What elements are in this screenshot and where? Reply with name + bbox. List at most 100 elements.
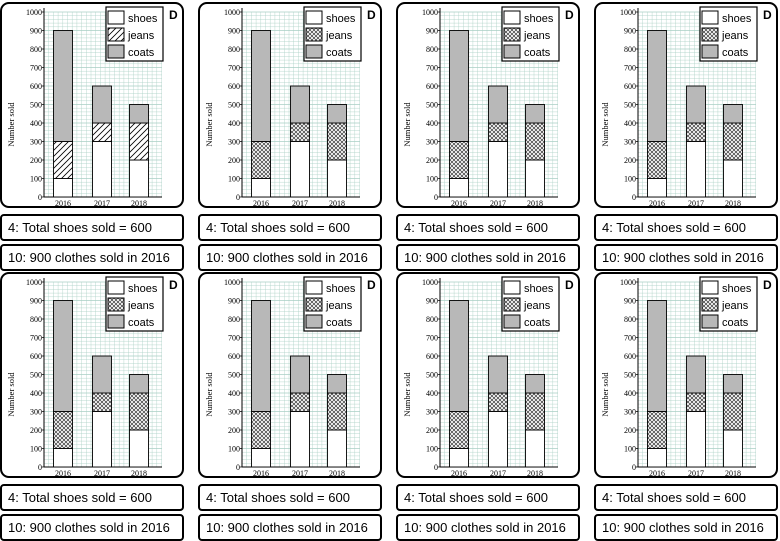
statement-clothes-2016: 10: 900 clothes sold in 2016 — [594, 514, 778, 541]
bar-segment-jeans-2017 — [686, 392, 706, 412]
legend-swatch-coats — [305, 44, 323, 59]
legend-swatch-shoes — [701, 10, 719, 25]
bar-segment-shoes-2017 — [290, 411, 310, 468]
chart-panel: 0 100 200 300 400 500 600 700 800 900 1000 Number s… — [594, 272, 778, 478]
chart-panel: 0 100 200 300 400 500 600 700 800 900 1000 Number s… — [0, 272, 184, 478]
bar-segment-shoes-2017 — [488, 141, 508, 198]
bar-segment-shoes-2017 — [92, 141, 112, 198]
bar-segment-shoes-2016 — [251, 178, 271, 198]
bar-segment-jeans-2018 — [129, 392, 149, 431]
y-tick-label: 600 — [624, 352, 636, 361]
legend-swatch-coats — [503, 44, 521, 59]
x-tick-label: 2018 — [527, 199, 543, 206]
x-tick-label: 2017 — [490, 469, 506, 476]
y-tick-label: 0 — [38, 463, 42, 472]
y-tick-label: 1000 — [620, 8, 636, 17]
y-tick-label: 1000 — [224, 278, 240, 287]
bar-segment-jeans-2016 — [647, 411, 667, 449]
x-tick-label: 2016 — [253, 469, 269, 476]
bar-segment-coats-2017 — [290, 355, 310, 394]
x-tick-label: 2017 — [292, 469, 308, 476]
bar-segment-coats-2016 — [53, 30, 73, 142]
bar-segment-coats-2018 — [327, 374, 347, 394]
y-tick-label: 400 — [30, 119, 42, 128]
y-tick-label: 700 — [426, 64, 438, 73]
x-tick-label: 2018 — [329, 469, 345, 476]
y-tick-label: 600 — [228, 352, 240, 361]
y-axis-label: Number sold — [204, 102, 214, 147]
y-tick-label: 200 — [228, 426, 240, 435]
legend-label-coats: coats — [326, 317, 353, 329]
statement-shoes-total: 4: Total shoes sold = 600 — [198, 214, 382, 241]
statement-clothes-2016: 10: 900 clothes sold in 2016 — [594, 244, 778, 271]
legend: shoes jeans coats — [303, 6, 362, 62]
bar-segment-jeans-2017 — [290, 122, 310, 142]
bar-segment-coats-2018 — [723, 104, 743, 124]
y-tick-label: 500 — [30, 371, 42, 380]
stacked-bar-chart: 0 100 200 300 400 500 600 700 800 900 1000 Number s… — [402, 276, 574, 476]
bar-segment-jeans-2018 — [723, 392, 743, 431]
y-tick-label: 900 — [426, 27, 438, 36]
y-tick-label: 400 — [228, 119, 240, 128]
y-tick-label: 800 — [30, 45, 42, 54]
x-tick-label: 2017 — [688, 469, 704, 476]
bar-segment-coats-2017 — [488, 85, 508, 124]
bar-segment-coats-2016 — [251, 30, 271, 142]
x-tick-label: 2017 — [688, 199, 704, 206]
y-tick-label: 400 — [426, 389, 438, 398]
y-tick-label: 200 — [624, 156, 636, 165]
bar-segment-jeans-2016 — [449, 411, 469, 449]
statement-clothes-2016: 10: 900 clothes sold in 2016 — [396, 514, 580, 541]
card-badge: D — [367, 8, 376, 22]
legend-swatch-shoes — [107, 10, 125, 25]
legend-label-shoes: shoes — [326, 13, 356, 25]
bar-segment-jeans-2017 — [686, 122, 706, 142]
y-tick-label: 200 — [426, 156, 438, 165]
legend-label-jeans: jeans — [325, 300, 353, 312]
y-tick-label: 900 — [624, 27, 636, 36]
y-tick-label: 600 — [228, 82, 240, 91]
stacked-bar-chart: 0 100 200 300 400 500 600 700 800 900 1000 Number s… — [402, 6, 574, 206]
bar-segment-coats-2018 — [723, 374, 743, 394]
legend-label-jeans: jeans — [325, 30, 353, 42]
y-tick-label: 800 — [624, 45, 636, 54]
y-tick-label: 1000 — [26, 8, 42, 17]
card-badge: D — [367, 278, 376, 292]
y-tick-label: 700 — [426, 334, 438, 343]
x-tick-label: 2016 — [451, 199, 467, 206]
y-tick-label: 900 — [624, 297, 636, 306]
statement-shoes-total: 4: Total shoes sold = 600 — [396, 214, 580, 241]
bar-segment-coats-2016 — [449, 300, 469, 412]
legend-label-jeans: jeans — [721, 300, 749, 312]
x-tick-label: 2016 — [55, 469, 71, 476]
legend: shoes jeans coats — [501, 276, 560, 332]
y-tick-label: 1000 — [224, 8, 240, 17]
y-tick-label: 300 — [228, 408, 240, 417]
y-tick-label: 600 — [624, 82, 636, 91]
y-tick-label: 700 — [624, 64, 636, 73]
y-tick-label: 900 — [228, 297, 240, 306]
stacked-bar-chart: 0 100 200 300 400 500 600 700 800 900 1000 Number s… — [6, 276, 178, 476]
bar-segment-jeans-2018 — [525, 392, 545, 431]
y-axis-label: Number sold — [600, 372, 610, 417]
y-tick-label: 0 — [632, 193, 636, 202]
y-tick-label: 100 — [426, 445, 438, 454]
bar-segment-coats-2017 — [92, 85, 112, 124]
bar-segment-jeans-2018 — [327, 122, 347, 161]
legend-swatch-shoes — [305, 10, 323, 25]
y-tick-label: 500 — [426, 371, 438, 380]
legend: shoes jeans coats — [699, 276, 758, 332]
bar-segment-jeans-2016 — [251, 411, 271, 449]
y-tick-label: 100 — [30, 445, 42, 454]
legend-label-shoes: shoes — [722, 283, 752, 295]
bar-segment-shoes-2017 — [290, 141, 310, 198]
x-tick-label: 2018 — [329, 199, 345, 206]
legend-label-coats: coats — [722, 47, 749, 59]
y-axis-label: Number sold — [6, 372, 16, 417]
y-tick-label: 0 — [632, 463, 636, 472]
bar-segment-coats-2017 — [92, 355, 112, 394]
y-tick-label: 500 — [228, 101, 240, 110]
stacked-bar-chart: 0 100 200 300 400 500 600 700 800 900 1000 Number s… — [6, 6, 178, 206]
y-tick-label: 1000 — [26, 278, 42, 287]
y-tick-label: 400 — [228, 389, 240, 398]
